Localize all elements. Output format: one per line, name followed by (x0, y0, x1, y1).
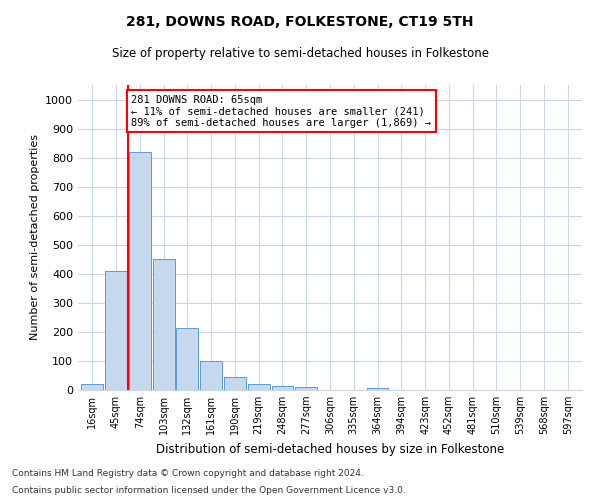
Bar (152, 260, 175, 390)
Bar (129, 152, 151, 390)
X-axis label: Distribution of semi-detached houses by size in Folkestone: Distribution of semi-detached houses by … (156, 442, 504, 456)
Text: 281, DOWNS ROAD, FOLKESTONE, CT19 5TH: 281, DOWNS ROAD, FOLKESTONE, CT19 5TH (126, 15, 474, 29)
Bar (176, 328, 198, 390)
Bar (248, 384, 269, 390)
Bar (367, 388, 388, 390)
Bar (272, 386, 293, 390)
Text: 281 DOWNS ROAD: 65sqm
← 11% of semi-detached houses are smaller (241)
89% of sem: 281 DOWNS ROAD: 65sqm ← 11% of semi-deta… (131, 94, 431, 128)
Bar (295, 387, 317, 390)
Text: Contains public sector information licensed under the Open Government Licence v3: Contains public sector information licen… (12, 486, 406, 495)
Y-axis label: Number of semi-detached properties: Number of semi-detached properties (29, 134, 40, 340)
Text: Contains HM Land Registry data © Crown copyright and database right 2024.: Contains HM Land Registry data © Crown c… (12, 468, 364, 477)
Bar (105, 271, 127, 390)
Text: Size of property relative to semi-detached houses in Folkestone: Size of property relative to semi-detach… (112, 48, 488, 60)
Bar (82, 384, 103, 390)
Bar (200, 361, 222, 390)
Bar (224, 377, 246, 390)
